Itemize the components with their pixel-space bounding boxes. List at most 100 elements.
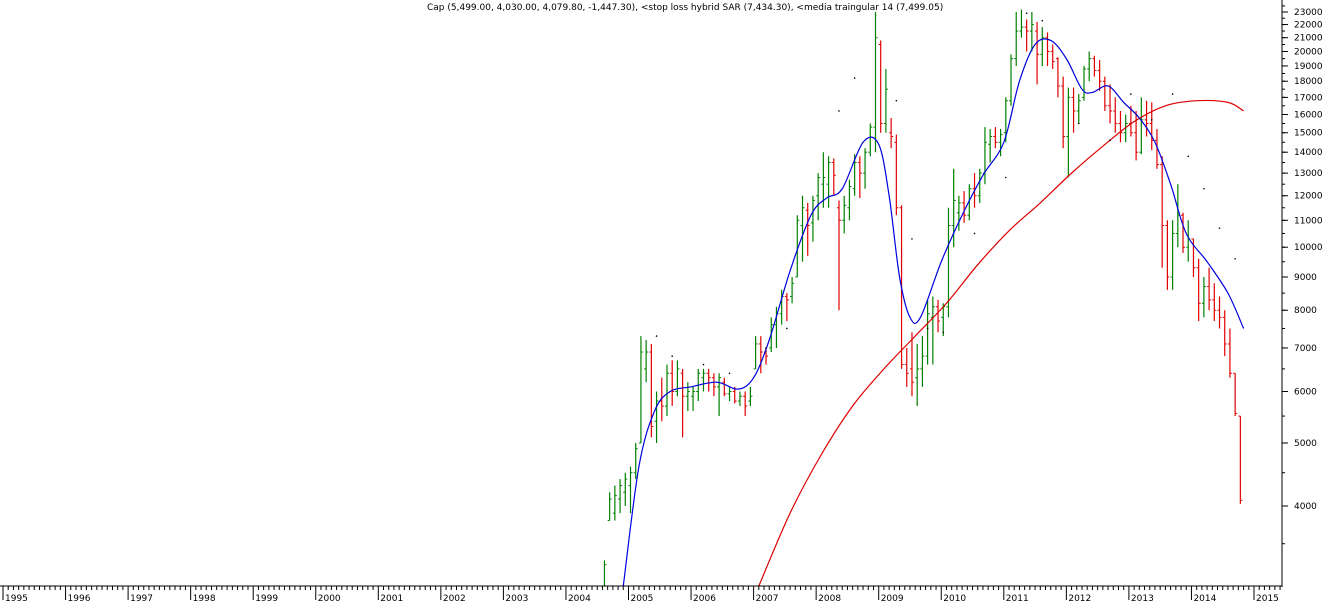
ohlc-bar	[810, 195, 815, 242]
y-tick-label: 18000	[1294, 77, 1323, 87]
ohlc-bar	[1149, 102, 1154, 151]
ohlc-bar	[607, 492, 612, 521]
sar-dot	[655, 335, 658, 337]
y-tick-label: 11000	[1294, 216, 1323, 226]
ohlc-bar	[956, 195, 961, 231]
ohlc-bar	[732, 386, 737, 404]
sar-dot	[1171, 93, 1174, 95]
ohlc-bar	[1212, 283, 1217, 322]
x-tick-label: 2015	[1256, 594, 1279, 604]
ohlc-bar	[1102, 76, 1107, 111]
ohlc-bar	[1196, 258, 1201, 322]
y-tick-label: 7000	[1294, 344, 1317, 354]
ohlc-bar	[1029, 12, 1034, 52]
ohlc-bar	[1154, 128, 1159, 169]
ohlc-bar	[967, 184, 972, 221]
ohlc-bar	[863, 148, 868, 189]
triangular-ma-line	[622, 38, 1245, 587]
sar-dot	[926, 327, 929, 330]
ohlc-bar	[1087, 51, 1092, 82]
ohlc-bar	[1170, 220, 1175, 290]
ohlc-bar	[628, 466, 633, 514]
ohlc-bar	[1139, 97, 1144, 155]
sar-dot	[1187, 155, 1190, 158]
y-tick-label: 6000	[1294, 387, 1317, 397]
ohlc-bar	[1165, 220, 1170, 290]
ohlc-bar	[1061, 76, 1066, 149]
x-tick-label: 2011	[1006, 594, 1029, 604]
y-tick-label: 20000	[1294, 47, 1323, 57]
x-tick-label: 1997	[130, 594, 153, 604]
sar-dot	[1005, 176, 1007, 179]
ohlc-bar	[1066, 87, 1071, 178]
ohlc-bar	[727, 386, 732, 402]
ohlc-bar	[1113, 97, 1118, 133]
y-tick-label: 10000	[1294, 243, 1323, 253]
ohlc-bar	[962, 191, 967, 223]
ohlc-bar	[998, 128, 1003, 157]
ohlc-bar	[920, 336, 925, 387]
ohlc-bar	[837, 200, 841, 311]
sar-dot	[911, 238, 913, 240]
ohlc-bar	[805, 202, 810, 256]
ohlc-bar	[1207, 267, 1212, 311]
ohlc-bar	[795, 215, 800, 278]
ohlc-bar	[800, 195, 805, 262]
ohlc-bar	[1009, 54, 1014, 106]
ohlc-bar	[711, 373, 716, 397]
y-tick-label: 14000	[1294, 148, 1323, 158]
ohlc-bar	[737, 391, 742, 406]
ohlc-bar	[743, 391, 748, 417]
ohlc-bar	[618, 479, 623, 514]
x-tick-label: 2003	[505, 594, 528, 604]
ohlc-bar	[847, 179, 852, 221]
sar-dot	[1130, 93, 1132, 95]
ohlc-bar	[883, 68, 888, 133]
ohlc-bar	[1175, 184, 1180, 248]
ohlc-bar	[1181, 212, 1186, 253]
ohlc-bar	[1097, 60, 1102, 91]
ohlc-bar	[623, 472, 628, 506]
sar-dot	[1234, 257, 1236, 260]
ohlc-bar	[1081, 65, 1086, 101]
long-ma-line	[758, 99, 1244, 587]
ohlc-bar	[925, 299, 930, 365]
ohlc-bar	[1233, 372, 1238, 417]
ohlc-bar	[1227, 328, 1232, 378]
y-tick-label: 15000	[1294, 129, 1323, 139]
sar-dot	[1025, 12, 1028, 15]
y-tick-label: 9000	[1294, 273, 1317, 283]
ohlc-bar	[946, 207, 951, 318]
x-tick-label: 2013	[1131, 594, 1154, 604]
ohlc-bar	[758, 336, 763, 374]
sar-dot	[942, 331, 945, 334]
x-tick-label: 2006	[693, 594, 716, 604]
x-tick-label: 1999	[255, 594, 278, 604]
ohlc-bar	[649, 343, 654, 438]
sar-dot	[895, 99, 898, 102]
sar-dot	[702, 363, 705, 366]
ohlc-bar	[706, 368, 711, 392]
ohlc-bar	[842, 195, 847, 234]
ohlc-bar	[1076, 94, 1081, 124]
ohlc-bar	[831, 158, 836, 196]
ohlc-bar	[602, 560, 607, 587]
moving-averages	[622, 38, 1245, 587]
y-tick-label: 5000	[1294, 439, 1317, 449]
y-tick-label: 13000	[1294, 169, 1323, 179]
ohlc-bar	[790, 276, 795, 304]
ohlc-bar	[873, 12, 878, 153]
sar-dot	[838, 110, 840, 112]
ohlc-bar	[1186, 220, 1191, 262]
sar-dots	[655, 12, 1236, 375]
x-tick-label: 2000	[318, 594, 341, 604]
ohlc-bar	[1108, 84, 1113, 124]
ohlc-bar	[691, 386, 696, 411]
y-tick-label: 17000	[1294, 93, 1323, 103]
ohlc-bar	[1201, 276, 1206, 318]
sar-dot	[1203, 187, 1205, 190]
y-tick-label: 12000	[1294, 192, 1323, 202]
ohlc-bar	[654, 391, 659, 443]
